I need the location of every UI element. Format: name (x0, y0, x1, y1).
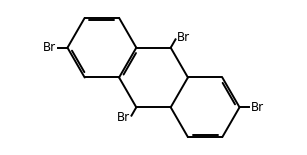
Text: Br: Br (43, 41, 56, 54)
Text: Br: Br (177, 31, 190, 44)
Text: Br: Br (117, 111, 130, 124)
Text: Br: Br (251, 101, 264, 114)
